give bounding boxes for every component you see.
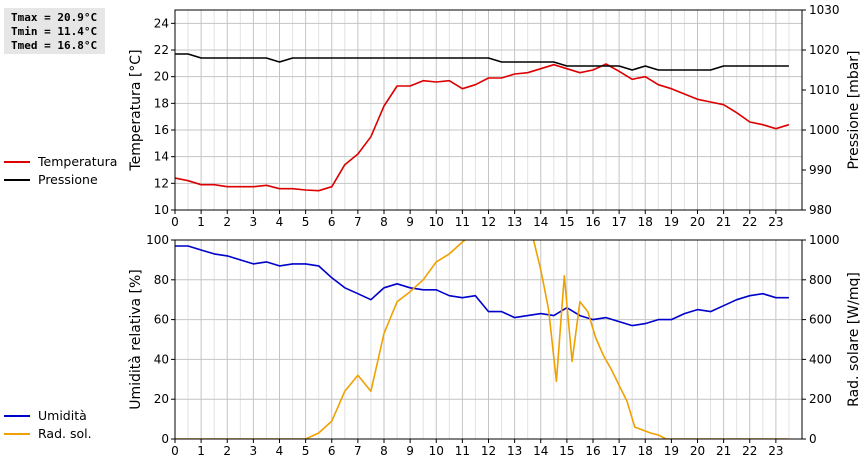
chart2-x-tick-label: 3	[250, 444, 258, 458]
chart1-x-tick-label: 17	[611, 215, 626, 229]
chart1-right-axis-title: Pressione [mbar]	[846, 50, 860, 169]
chart2-right-tick-label: 600	[809, 313, 832, 327]
chart1-series-pressione	[175, 53, 789, 71]
chart1-x-tick-label: 11	[455, 215, 470, 229]
chart1-x-tick-label: 0	[171, 215, 179, 229]
chart1-x-tick-label: 5	[302, 215, 310, 229]
tmax-text: Tmax = 20.9°C	[11, 11, 98, 24]
chart1-left-tick-label: 16	[154, 123, 169, 137]
chart1-x-tick-label: 9	[406, 215, 414, 229]
chart2-x-tick-label: 14	[533, 444, 548, 458]
chart2-left-tick-label: 80	[154, 273, 169, 287]
chart2-left-axis-title: Umidità relativa [%]	[128, 269, 144, 410]
chart1-left-axis-title: Temperatura [°C]	[128, 49, 144, 171]
chart1-x-tick-label: 19	[664, 215, 679, 229]
chart2-right-tick-label: 200	[809, 392, 832, 406]
legend-label-pressione: Pressione	[38, 172, 98, 187]
chart1-x-tick-label: 23	[768, 215, 783, 229]
chart2-x-tick-label: 18	[638, 444, 653, 458]
chart1-x-tick-label: 4	[276, 215, 284, 229]
chart1-x-tick-label: 22	[742, 215, 757, 229]
chart1-left-tick-label: 22	[154, 43, 169, 57]
chart1-right-tick-label: 1010	[809, 83, 840, 97]
chart2-x-tick-label: 17	[611, 444, 626, 458]
chart2-x-tick-label: 21	[716, 444, 731, 458]
legend-swatch-umidita	[4, 415, 30, 417]
chart2-x-tick-label: 13	[507, 444, 522, 458]
chart2-x-tick-label: 1	[197, 444, 205, 458]
chart1-left-tick-label: 24	[154, 16, 169, 30]
chart1-x-tick-label: 10	[429, 215, 444, 229]
chart1-left-tick-label: 20	[154, 70, 169, 84]
chart1-right-tick-label: 990	[809, 163, 832, 177]
chart1-left-tick-label: 14	[154, 150, 169, 164]
chart2-x-tick-label: 22	[742, 444, 757, 458]
chart1-x-tick-label: 16	[585, 215, 600, 229]
chart1-right-tick-label: 980	[809, 203, 832, 217]
stats-box: Tmax = 20.9°C Tmin = 11.4°C Tmed = 16.8°…	[4, 8, 105, 54]
legend-label-temperatura: Temperatura	[38, 154, 118, 169]
chart2-x-tick-label: 20	[690, 444, 705, 458]
chart1-x-tick-label: 18	[638, 215, 653, 229]
chart1-x-tick-label: 7	[354, 215, 362, 229]
chart2-x-tick-label: 19	[664, 444, 679, 458]
chart2-left-tick-label: 0	[161, 432, 169, 446]
chart2-series-rad-sol	[175, 240, 789, 439]
legend-swatch-rad-sol	[4, 433, 30, 435]
chart1-x-tick-label: 21	[716, 215, 731, 229]
chart1-x-tick-label: 2	[223, 215, 231, 229]
chart2-x-tick-label: 11	[455, 444, 470, 458]
chart2-plot-frame	[174, 239, 803, 440]
chart1-x-tick-label: 20	[690, 215, 705, 229]
chart2-x-tick-label: 15	[559, 444, 574, 458]
chart2-left-tick-label: 20	[154, 392, 169, 406]
chart2-right-tick-label: 800	[809, 273, 832, 287]
chart1-x-tick-label: 1	[197, 215, 205, 229]
chart1-x-tick-label: 15	[559, 215, 574, 229]
chart1-x-tick-label: 3	[250, 215, 258, 229]
chart2-left-tick-label: 60	[154, 313, 169, 327]
chart1-x-tick-label: 13	[507, 215, 522, 229]
chart1-left-tick-label: 18	[154, 96, 169, 110]
chart2-x-tick-label: 10	[429, 444, 444, 458]
chart1-left-tick-label: 10	[154, 203, 169, 217]
chart1-plot-frame	[174, 9, 803, 211]
chart2-x-tick-label: 16	[585, 444, 600, 458]
chart1-series-temperatura	[175, 63, 790, 192]
chart2-x-tick-label: 0	[171, 444, 179, 458]
chart2-right-tick-label: 400	[809, 352, 832, 366]
chart2-series-umidit	[175, 245, 789, 327]
chart2-right-tick-label: 1000	[809, 233, 840, 247]
chart2-right-tick-label: 0	[809, 432, 817, 446]
chart1-x-tick-label: 14	[533, 215, 548, 229]
chart2-x-tick-label: 8	[380, 444, 388, 458]
chart1-left-tick-label: 12	[154, 176, 169, 190]
chart2-left-tick-label: 100	[146, 233, 169, 247]
chart2-right-axis-title: Rad. solare [W/mq]	[846, 272, 860, 407]
chart2-left-tick-label: 40	[154, 352, 169, 366]
chart1-x-tick-label: 12	[481, 215, 496, 229]
legend-swatch-temperatura	[4, 161, 30, 163]
chart2-x-tick-label: 7	[354, 444, 362, 458]
chart1-x-tick-label: 8	[380, 215, 388, 229]
legend-label-rad-sol: Rad. sol.	[38, 426, 92, 441]
legend-label-umidita: Umidità	[38, 408, 87, 423]
chart1-right-tick-label: 1030	[809, 3, 840, 17]
tmed-text: Tmed = 16.8°C	[11, 39, 98, 52]
chart1-right-tick-label: 1000	[809, 123, 840, 137]
chart2-x-tick-label: 4	[276, 444, 284, 458]
chart1-x-tick-label: 6	[328, 215, 336, 229]
legend-swatch-pressione	[4, 179, 30, 181]
chart1-right-tick-label: 1020	[809, 43, 840, 57]
chart2-x-tick-label: 6	[328, 444, 336, 458]
tmin-text: Tmin = 11.4°C	[11, 25, 98, 38]
chart2-x-tick-label: 2	[223, 444, 231, 458]
chart2-x-tick-label: 23	[768, 444, 783, 458]
chart2-x-tick-label: 9	[406, 444, 414, 458]
chart2-x-tick-label: 12	[481, 444, 496, 458]
chart2-x-tick-label: 5	[302, 444, 310, 458]
